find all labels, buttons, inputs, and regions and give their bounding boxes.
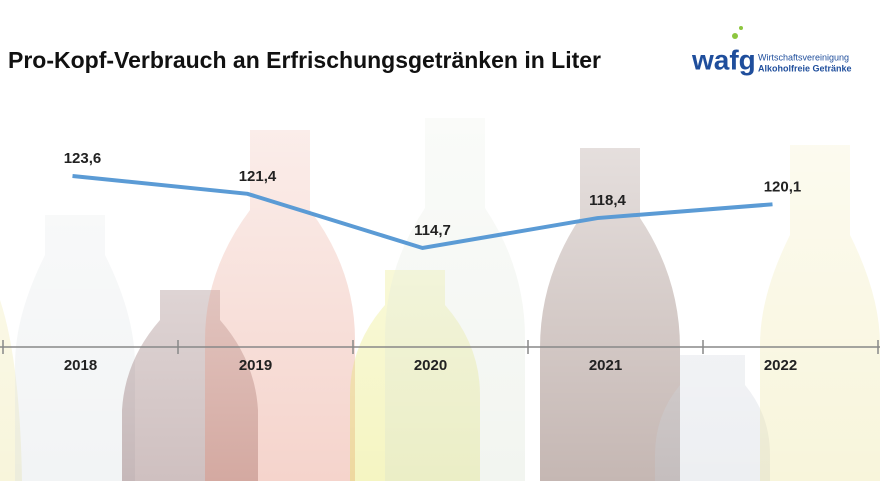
logo-text: Wirtschaftsvereinigung [758,52,849,62]
data-label: 123,6 [64,150,102,167]
logo-bubble [732,33,738,39]
x-tick-label: 2022 [764,357,797,374]
line [72,174,773,251]
x-tick-label: 2020 [414,357,447,374]
x-tick-label: 2019 [239,357,272,374]
x-tick-label: 2021 [589,357,622,374]
logo-mark: wafg [691,44,756,75]
logo-text: Alkoholfreie Getränke [758,63,852,73]
data-label: 121,4 [239,168,277,185]
logo-bubble [739,26,743,30]
logo: wafg Wirtschaftsvereinigung Alkoholfreie… [688,24,852,82]
x-tick-label: 2018 [64,357,97,374]
data-label: 118,4 [589,192,626,209]
data-label: 120,1 [764,178,802,195]
chart-title: Pro-Kopf-Verbrauch an Erfrischungsgeträn… [8,47,601,73]
data-label: 114,7 [414,222,451,239]
logo-box [688,24,848,82]
